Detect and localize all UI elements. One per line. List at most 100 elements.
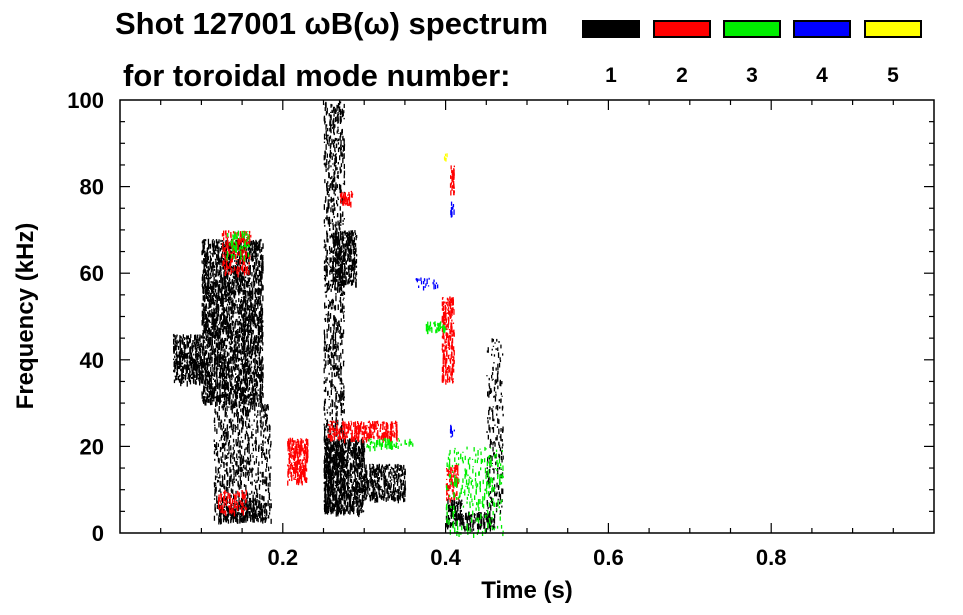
spectrum-point	[254, 273, 257, 275]
spectrum-point	[253, 255, 255, 258]
spectrum-point	[189, 374, 192, 378]
spectrum-point	[214, 424, 216, 427]
spectrum-point	[201, 349, 203, 354]
spectrum-point	[204, 317, 206, 320]
spectrum-point	[206, 393, 208, 400]
spectrum-point	[325, 144, 327, 150]
spectrum-point	[233, 481, 236, 483]
spectrum-point	[205, 260, 207, 264]
spectrum-point	[245, 373, 248, 377]
spectrum-point	[252, 361, 255, 363]
spectrum-point	[244, 279, 247, 282]
spectrum-point	[212, 269, 214, 275]
spectrum-point	[342, 211, 344, 217]
spectrum-point	[254, 392, 256, 399]
spectrum-point	[236, 331, 238, 334]
spectrum-point	[246, 471, 248, 476]
spectrum-point	[221, 361, 223, 367]
spectrum-point	[222, 349, 224, 352]
spectrum-point	[212, 399, 214, 402]
spectrum-point	[262, 495, 264, 501]
spectrum-point	[222, 425, 225, 429]
spectrum-point	[335, 348, 337, 352]
spectrum-point	[215, 284, 217, 288]
spectrum-point	[327, 304, 330, 309]
spectrum-point	[212, 393, 214, 398]
spectrum-point	[341, 339, 343, 345]
spectrum-point	[338, 323, 341, 327]
spectrum-point	[226, 508, 228, 512]
spectrum-point	[237, 389, 239, 394]
spectrum-point	[223, 310, 225, 317]
spectrum-point	[254, 347, 256, 350]
spectrum-point	[337, 419, 339, 426]
spectrum-point	[242, 348, 244, 351]
spectrum-point	[186, 335, 188, 340]
spectrum-point	[329, 283, 332, 287]
spectrum-point	[216, 282, 219, 285]
spectrum-point	[230, 479, 232, 482]
spectrum-point	[219, 284, 221, 290]
spectrum-point	[215, 354, 217, 361]
spectrum-point	[234, 412, 236, 415]
spectrum-point	[246, 510, 249, 514]
spectrum-point	[207, 238, 210, 245]
spectrum-point	[226, 338, 228, 342]
spectrum-point	[255, 429, 257, 434]
spectrum-point	[331, 198, 333, 202]
spectrum-point	[246, 316, 248, 320]
spectrum-point	[232, 446, 234, 450]
spectrum-point	[216, 296, 218, 303]
spectrum-point	[176, 354, 178, 360]
spectrum-point	[332, 339, 334, 342]
spectrum-point	[209, 266, 211, 269]
spectrum-point	[329, 250, 331, 253]
spectrum-point	[228, 419, 230, 424]
spectrum-point	[249, 398, 251, 400]
spectrum-point	[338, 357, 340, 363]
spectrum-point	[188, 376, 191, 383]
spectrum-point	[343, 282, 345, 288]
spectrum-point	[268, 449, 270, 455]
spectrum-point	[241, 362, 243, 368]
spectrum-point	[248, 472, 250, 476]
spectrum-point	[340, 132, 342, 138]
spectrum-point	[232, 300, 234, 303]
spectrum-point	[239, 463, 241, 467]
spectrum-point	[249, 283, 252, 285]
spectrum-point	[238, 316, 240, 318]
spectrum-point	[210, 380, 212, 386]
spectrum-point	[217, 241, 219, 244]
spectrum-point	[329, 184, 331, 189]
spectrum-point	[257, 357, 259, 359]
spectrum-point	[245, 319, 247, 325]
spectrum-point	[218, 363, 220, 368]
spectrum-point	[233, 281, 235, 284]
spectrum-point	[340, 506, 342, 510]
spectrum-point	[332, 303, 334, 306]
spectrum-point	[252, 506, 254, 512]
spectrum-point	[257, 296, 259, 299]
spectrum-point	[240, 300, 242, 304]
spectrum-point	[251, 272, 253, 277]
spectrum-point	[245, 313, 247, 318]
spectrum-point	[257, 324, 259, 326]
spectrum-point	[255, 279, 257, 282]
spectrum-point	[237, 512, 239, 516]
spectrum-point	[260, 314, 262, 316]
spectrum-point	[202, 295, 204, 301]
spectrum-point	[216, 292, 218, 298]
spectrum-point	[237, 383, 240, 386]
spectrum-point	[337, 105, 339, 108]
spectrum-point	[225, 319, 227, 324]
spectrum-point	[337, 330, 339, 333]
spectrum-point	[330, 152, 332, 157]
spectrum-point	[261, 386, 263, 392]
spectrum-point	[211, 397, 213, 401]
spectrum-point	[339, 234, 342, 241]
spectrum-point	[243, 473, 245, 477]
spectrum-point	[325, 386, 327, 393]
spectrum-point	[250, 514, 253, 517]
spectrum-point	[205, 239, 207, 242]
spectrum-point	[328, 280, 330, 287]
